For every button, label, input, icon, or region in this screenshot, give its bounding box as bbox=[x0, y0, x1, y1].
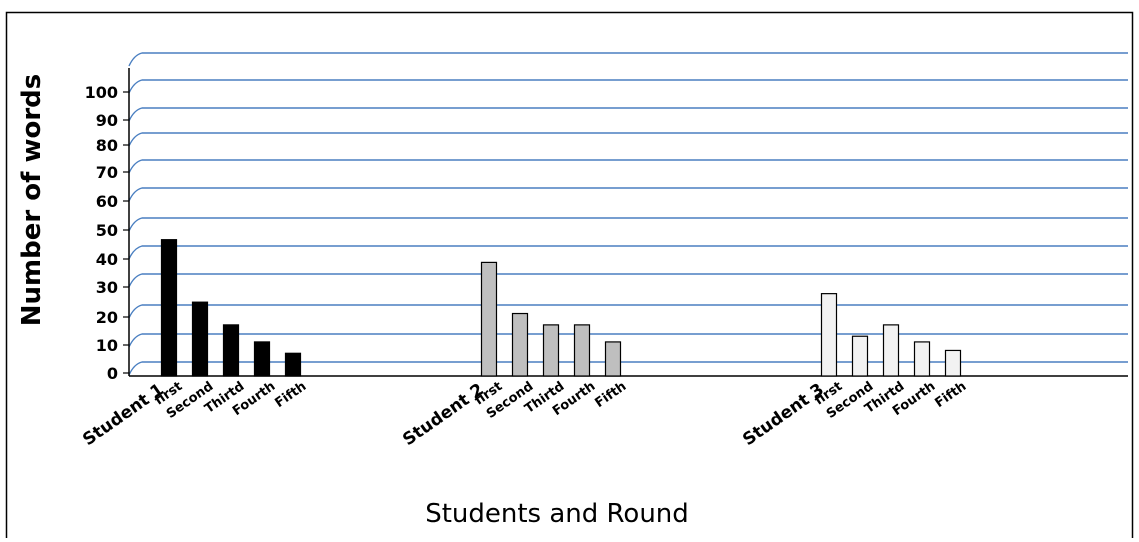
x-axis-title: Students and Round bbox=[425, 499, 689, 529]
group-label: Student 3 bbox=[739, 380, 828, 450]
y-tick-label: 60 bbox=[96, 192, 118, 211]
y-tick-label: 50 bbox=[96, 221, 118, 240]
bar bbox=[913, 341, 931, 377]
group-label: Student 1 bbox=[79, 380, 168, 450]
category-label: Fifth bbox=[592, 379, 629, 411]
gridline-7 bbox=[128, 245, 1128, 260]
y-axis-title: Number of words bbox=[17, 74, 47, 327]
gridline-3 bbox=[128, 132, 1128, 147]
gridline-6 bbox=[128, 217, 1128, 232]
gridline-4 bbox=[128, 159, 1128, 174]
y-tick-label: 20 bbox=[96, 308, 118, 327]
bar bbox=[191, 301, 209, 377]
gridline-2 bbox=[128, 107, 1128, 122]
y-tick-label: 90 bbox=[96, 111, 118, 130]
bars bbox=[160, 239, 962, 377]
bar bbox=[944, 349, 962, 377]
bar bbox=[882, 324, 900, 377]
y-tick-label: 40 bbox=[96, 250, 118, 269]
chart-border bbox=[5, 11, 1134, 542]
bar bbox=[542, 324, 560, 377]
bar bbox=[820, 293, 838, 377]
y-tick-label: 0 bbox=[107, 364, 118, 383]
bar bbox=[511, 312, 529, 377]
y-tick-label: 70 bbox=[96, 163, 118, 182]
bar bbox=[222, 324, 240, 377]
gridline-11 bbox=[128, 361, 1128, 376]
axes bbox=[128, 68, 1128, 377]
gridline-10 bbox=[128, 333, 1128, 348]
bar bbox=[160, 239, 178, 377]
gridline-0 bbox=[128, 52, 1128, 67]
y-tick-label: 100 bbox=[85, 83, 118, 102]
y-tick-label: 30 bbox=[96, 278, 118, 297]
bar bbox=[480, 261, 498, 377]
y-tick-label: 10 bbox=[96, 336, 118, 355]
category-label: Fifth bbox=[932, 379, 969, 411]
bar bbox=[851, 335, 869, 377]
group-label: Student 2 bbox=[399, 380, 488, 450]
y-tick-label: 80 bbox=[96, 136, 118, 155]
bar bbox=[284, 352, 302, 377]
gridlines bbox=[128, 52, 1128, 376]
bar bbox=[604, 341, 622, 377]
y-tick-labels: 0 10 20 30 40 50 60 70 80 90 100 bbox=[85, 83, 129, 383]
gridline-5 bbox=[128, 187, 1128, 202]
bar bbox=[253, 341, 271, 377]
gridline-1 bbox=[128, 79, 1128, 94]
category-label: Fifth bbox=[272, 379, 309, 411]
gridline-9 bbox=[128, 304, 1128, 319]
gridline-8 bbox=[128, 273, 1128, 288]
bar bbox=[573, 324, 591, 377]
